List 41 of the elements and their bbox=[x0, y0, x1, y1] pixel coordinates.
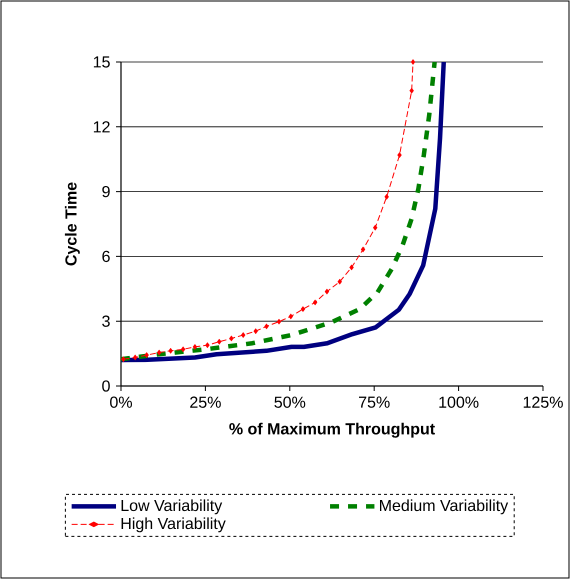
y-axis-title: Cycle Time bbox=[64, 182, 80, 266]
point bbox=[276, 318, 282, 324]
point bbox=[192, 344, 198, 350]
point bbox=[156, 350, 162, 356]
point bbox=[338, 278, 342, 284]
point bbox=[410, 59, 416, 65]
x-tick-label: 75% bbox=[359, 396, 390, 408]
point bbox=[373, 224, 378, 230]
y-tick-label: 6 bbox=[102, 250, 110, 262]
point bbox=[324, 288, 330, 294]
x-tick-label: 125% bbox=[524, 396, 563, 408]
point bbox=[180, 346, 186, 352]
point bbox=[288, 314, 293, 320]
point bbox=[229, 336, 234, 342]
y-tick-label: 12 bbox=[94, 121, 110, 132]
x-tick-label: 0% bbox=[110, 396, 132, 408]
point bbox=[397, 152, 402, 158]
point bbox=[121, 356, 126, 362]
point bbox=[264, 324, 269, 330]
x-axis-title: % of Maximum Throughput bbox=[229, 422, 435, 438]
y-tick-label: 3 bbox=[102, 316, 110, 327]
x-tick-label: 100% bbox=[439, 396, 478, 408]
legend-label: Low Variability bbox=[122, 499, 222, 514]
y-tick-label: 9 bbox=[102, 186, 110, 198]
y-tick-label: 15 bbox=[94, 56, 110, 68]
point bbox=[312, 300, 318, 306]
point bbox=[360, 246, 366, 252]
point bbox=[168, 348, 173, 354]
legend-label: High Variability bbox=[122, 517, 226, 532]
point bbox=[300, 306, 306, 312]
point bbox=[254, 328, 258, 334]
y-tick-label: 0 bbox=[102, 380, 110, 392]
point bbox=[205, 342, 210, 348]
legend-label: Medium Variability bbox=[380, 499, 508, 514]
point bbox=[133, 354, 138, 360]
point bbox=[241, 332, 246, 338]
point bbox=[349, 264, 354, 270]
x-tick-label: 50% bbox=[274, 396, 306, 408]
point bbox=[409, 88, 414, 94]
point bbox=[144, 352, 149, 358]
x-tick-label: 25% bbox=[190, 396, 221, 408]
